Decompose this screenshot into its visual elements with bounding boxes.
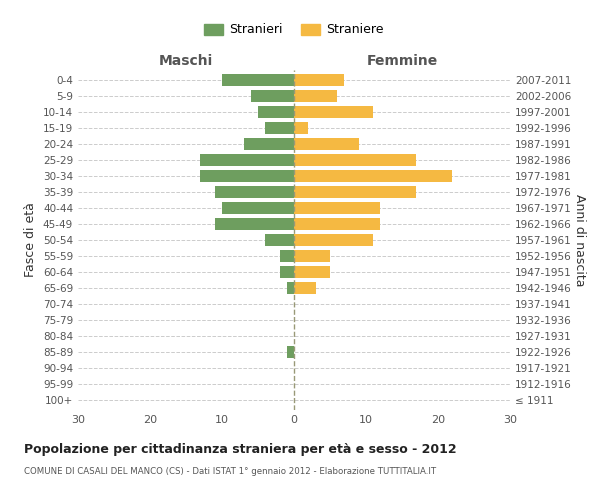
Bar: [265, 122, 294, 134]
Bar: [287, 282, 294, 294]
Bar: [280, 266, 294, 278]
Bar: [294, 186, 416, 198]
Text: COMUNE DI CASALI DEL MANCO (CS) - Dati ISTAT 1° gennaio 2012 - Elaborazione TUTT: COMUNE DI CASALI DEL MANCO (CS) - Dati I…: [24, 468, 436, 476]
Bar: [294, 234, 373, 246]
Bar: [294, 170, 452, 182]
Bar: [294, 250, 330, 262]
Text: Maschi: Maschi: [159, 54, 213, 68]
Bar: [222, 202, 294, 214]
Bar: [287, 346, 294, 358]
Bar: [251, 90, 294, 102]
Text: Popolazione per cittadinanza straniera per età e sesso - 2012: Popolazione per cittadinanza straniera p…: [24, 442, 457, 456]
Bar: [294, 106, 373, 118]
Bar: [280, 250, 294, 262]
Bar: [244, 138, 294, 150]
Bar: [258, 106, 294, 118]
Legend: Stranieri, Straniere: Stranieri, Straniere: [199, 18, 389, 42]
Bar: [294, 218, 380, 230]
Text: Femmine: Femmine: [367, 54, 437, 68]
Bar: [294, 122, 308, 134]
Bar: [200, 154, 294, 166]
Y-axis label: Anni di nascita: Anni di nascita: [572, 194, 586, 286]
Bar: [294, 74, 344, 86]
Bar: [294, 202, 380, 214]
Bar: [222, 74, 294, 86]
Bar: [294, 90, 337, 102]
Y-axis label: Fasce di età: Fasce di età: [25, 202, 37, 278]
Bar: [200, 170, 294, 182]
Bar: [294, 282, 316, 294]
Bar: [294, 154, 416, 166]
Bar: [294, 266, 330, 278]
Bar: [215, 218, 294, 230]
Bar: [294, 138, 359, 150]
Bar: [265, 234, 294, 246]
Bar: [215, 186, 294, 198]
